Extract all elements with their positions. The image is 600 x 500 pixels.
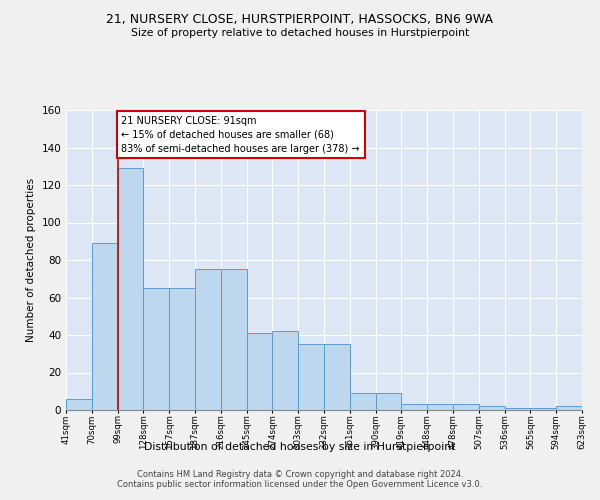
Bar — [479, 406, 505, 410]
Bar — [92, 243, 118, 410]
Bar — [298, 344, 324, 410]
Bar — [350, 393, 376, 410]
Bar — [66, 399, 92, 410]
Text: Contains HM Land Registry data © Crown copyright and database right 2024.
Contai: Contains HM Land Registry data © Crown c… — [118, 470, 482, 489]
Bar — [272, 331, 298, 410]
Bar — [401, 404, 427, 410]
Bar — [556, 406, 582, 410]
Bar — [169, 288, 195, 410]
Bar — [118, 168, 143, 410]
Bar — [530, 408, 556, 410]
Bar — [505, 408, 530, 410]
Bar — [324, 344, 350, 410]
Text: Distribution of detached houses by size in Hurstpierpoint: Distribution of detached houses by size … — [145, 442, 455, 452]
Bar — [143, 288, 169, 410]
Bar — [247, 333, 272, 410]
Bar — [221, 270, 247, 410]
Bar — [376, 393, 401, 410]
Text: 21 NURSERY CLOSE: 91sqm
← 15% of detached houses are smaller (68)
83% of semi-de: 21 NURSERY CLOSE: 91sqm ← 15% of detache… — [121, 116, 360, 154]
Text: 21, NURSERY CLOSE, HURSTPIERPOINT, HASSOCKS, BN6 9WA: 21, NURSERY CLOSE, HURSTPIERPOINT, HASSO… — [107, 12, 493, 26]
Text: Size of property relative to detached houses in Hurstpierpoint: Size of property relative to detached ho… — [131, 28, 469, 38]
Bar — [427, 404, 453, 410]
Y-axis label: Number of detached properties: Number of detached properties — [26, 178, 36, 342]
Bar — [453, 404, 479, 410]
Bar — [195, 270, 221, 410]
